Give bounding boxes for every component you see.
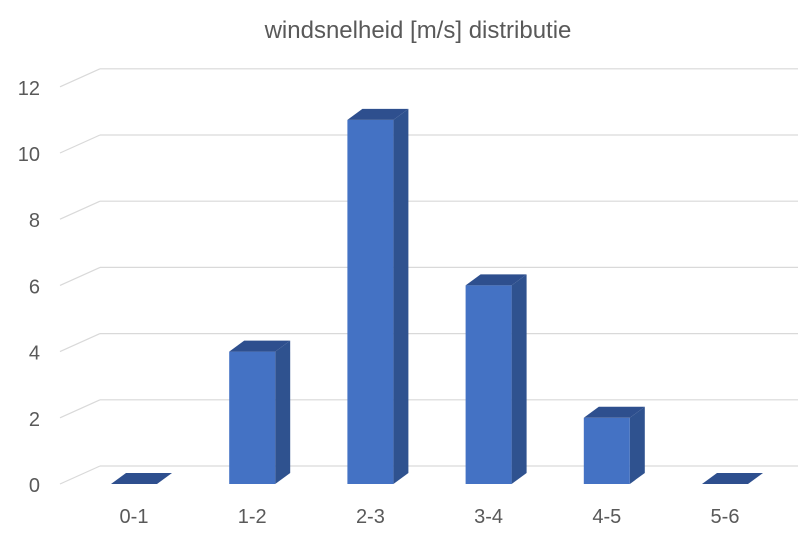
y-tick-label: 12	[18, 78, 40, 100]
bar-front	[229, 351, 276, 484]
bar-side	[629, 406, 645, 484]
bar-top	[111, 473, 172, 484]
bar-2-3	[347, 108, 409, 485]
bar-4-5	[583, 406, 645, 484]
bar-front	[583, 417, 630, 484]
bar-side	[393, 108, 409, 485]
y-tick-label: 2	[29, 409, 40, 431]
gridlines	[59, 68, 798, 485]
bar-0-1	[111, 473, 172, 484]
gridline-diagonal	[59, 134, 101, 154]
y-tick-label: 4	[29, 343, 40, 365]
bar-top	[347, 108, 409, 120]
bar-top	[465, 274, 527, 286]
y-tick-label: 8	[29, 210, 40, 232]
gridline-diagonal	[59, 399, 101, 419]
gridline-diagonal	[59, 465, 101, 485]
bar-side	[511, 274, 527, 484]
gridline-diagonal	[59, 68, 101, 88]
bar-side	[275, 340, 291, 484]
bar-1-2	[229, 340, 291, 484]
bar-3-4	[465, 274, 527, 484]
bar-top	[229, 340, 291, 352]
x-tick-label: 3-4	[474, 506, 503, 528]
bar-front	[347, 119, 394, 485]
y-axis-ticks: 0 2 4 6 8 10 12	[18, 78, 40, 497]
bar-front	[465, 285, 512, 484]
bar-top	[583, 406, 645, 418]
chart-title: windsnelheid [m/s] distributie	[264, 17, 572, 44]
gridline-diagonal	[59, 266, 101, 286]
x-tick-label: 0-1	[120, 506, 149, 528]
y-tick-label: 6	[29, 276, 40, 298]
y-tick-label: 10	[18, 144, 40, 166]
bar-top	[702, 473, 763, 484]
bar-5-6	[702, 473, 763, 484]
gridline-diagonal	[59, 200, 101, 220]
x-tick-label: 2-3	[356, 506, 385, 528]
x-tick-label: 1-2	[238, 506, 267, 528]
gridline-diagonal	[59, 333, 101, 353]
x-tick-label: 4-5	[592, 506, 621, 528]
bars	[111, 108, 763, 485]
x-axis-ticks: 0-1 1-2 2-3 3-4 4-5 5-6	[120, 506, 740, 528]
y-tick-label: 0	[29, 475, 40, 497]
x-tick-label: 5-6	[711, 506, 740, 528]
